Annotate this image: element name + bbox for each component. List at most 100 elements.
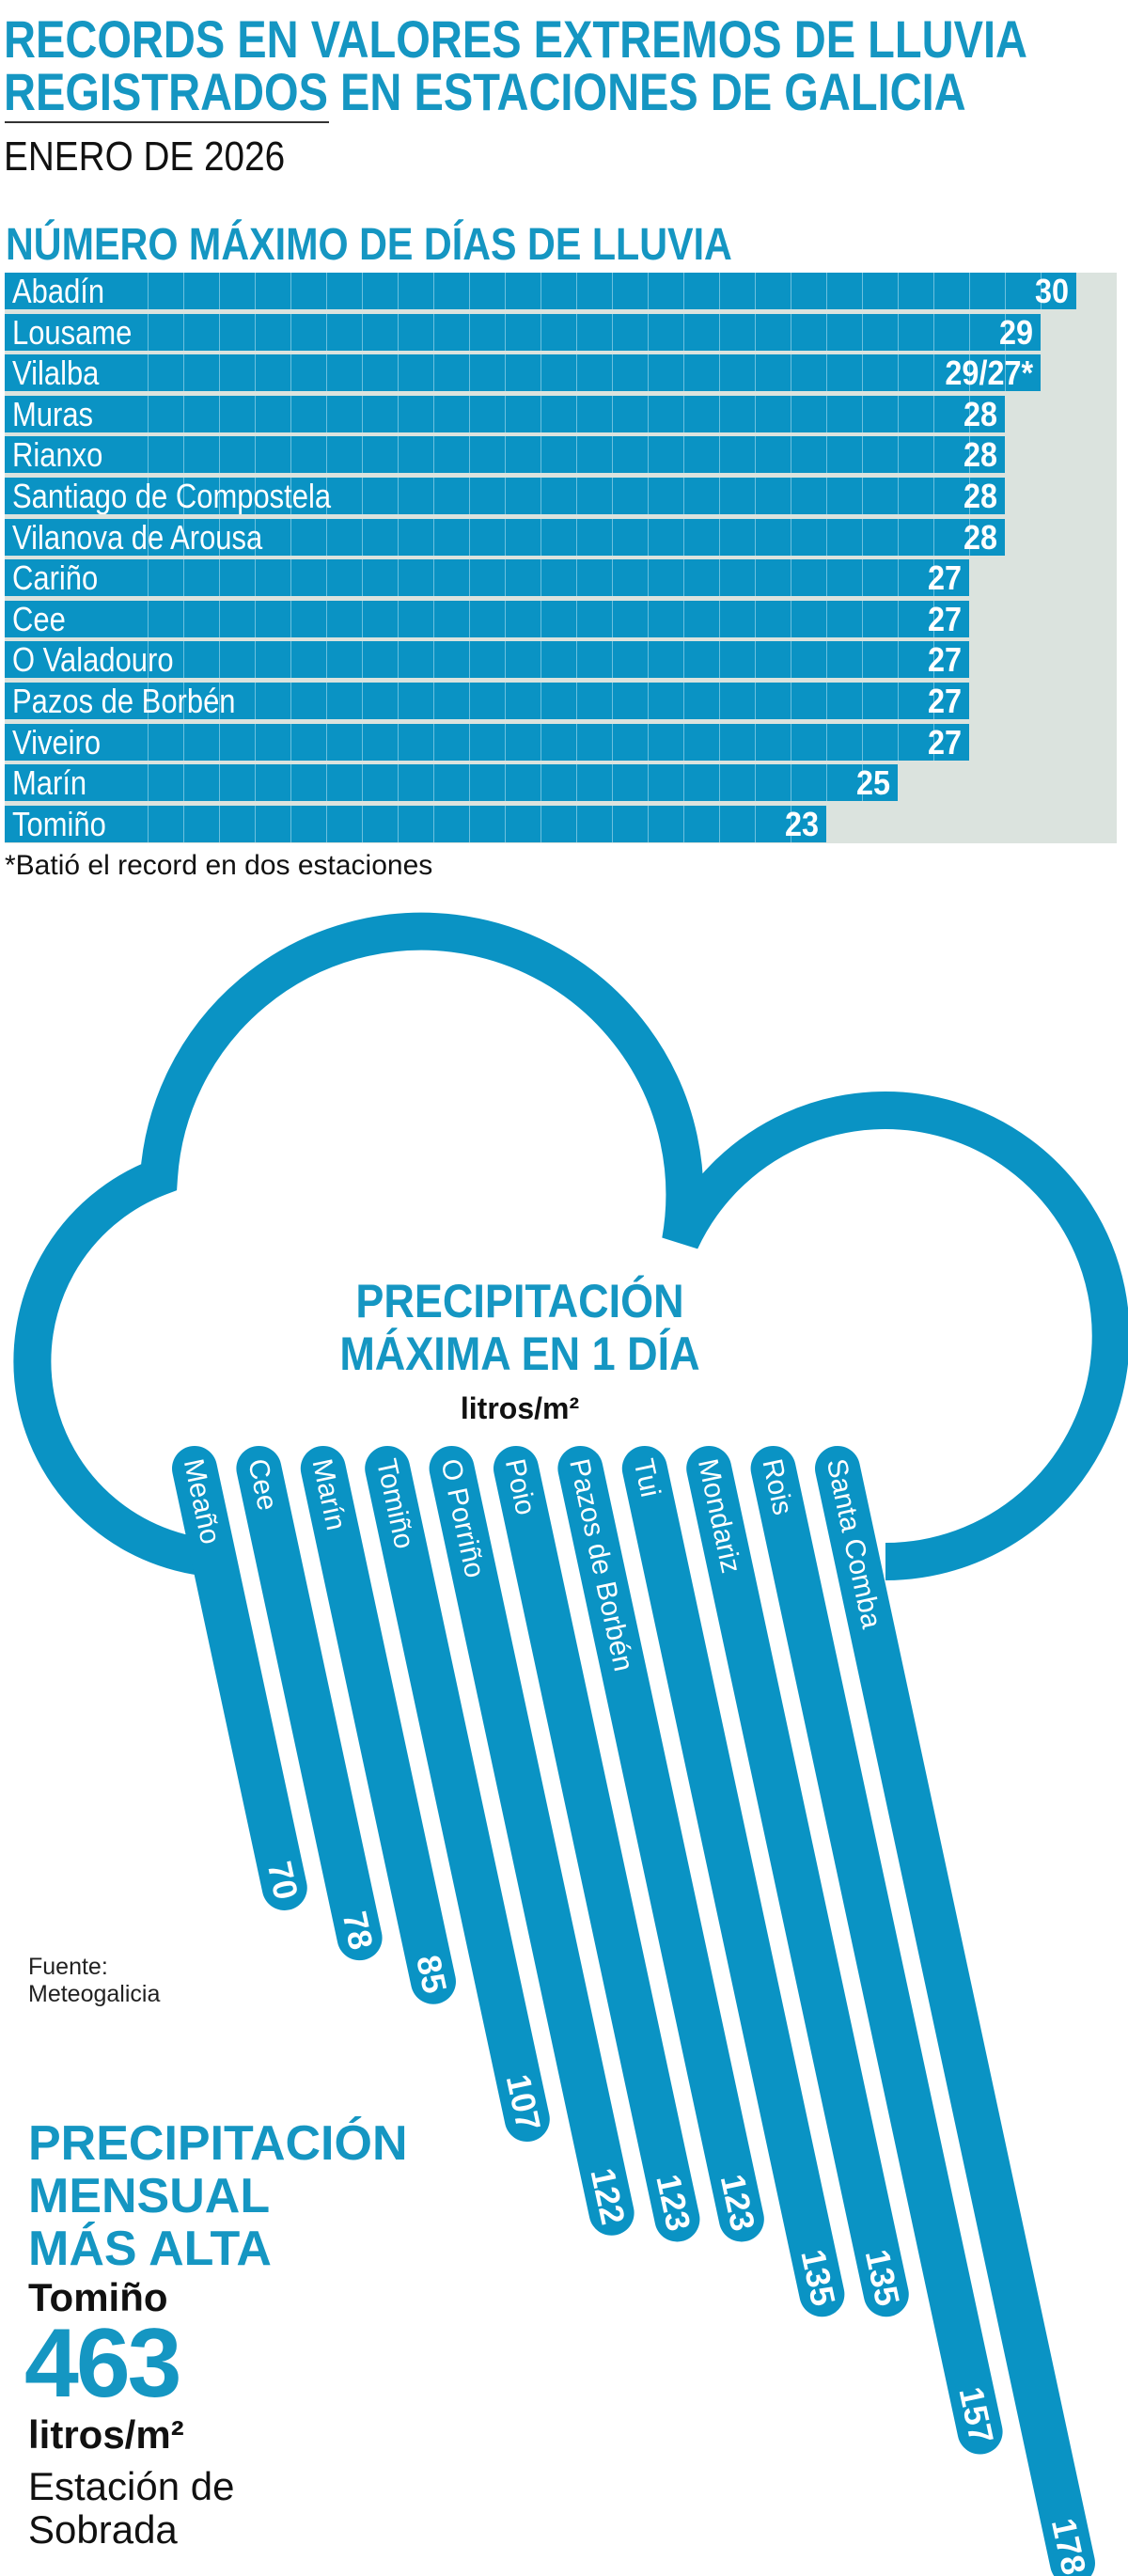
grid-line xyxy=(683,436,684,474)
grid-line xyxy=(648,559,649,597)
grid-line xyxy=(326,683,327,719)
grid-line xyxy=(148,354,149,392)
grid-line xyxy=(219,683,220,719)
grid-line xyxy=(362,805,363,842)
grid-line xyxy=(755,395,756,432)
grid-line xyxy=(969,354,970,392)
cloud-icon xyxy=(13,912,1128,1580)
bar-label: Viveiro xyxy=(12,723,102,761)
grid-line xyxy=(683,600,684,637)
grid-line xyxy=(719,354,720,392)
title-line-1: RECORDS EN VALORES EXTREMOS DE LLUVIA xyxy=(4,9,1027,69)
bar-label: Abadín xyxy=(12,273,105,309)
grid-line xyxy=(648,313,649,351)
grid-line xyxy=(505,395,506,432)
bar-value: 23 xyxy=(784,805,819,842)
grid-line xyxy=(469,395,470,432)
grid-line xyxy=(219,395,220,432)
grid-line xyxy=(719,559,720,597)
grid-line xyxy=(612,805,613,842)
grid-line xyxy=(433,354,434,392)
grid-line xyxy=(326,478,327,514)
rain-bar xyxy=(429,1446,634,2236)
grid-line xyxy=(255,395,256,432)
grid-line xyxy=(290,436,291,474)
grid-line xyxy=(326,395,327,432)
grid-line xyxy=(148,805,149,842)
grid-line xyxy=(612,764,613,802)
grid-line xyxy=(255,600,256,637)
grid-line xyxy=(362,764,363,802)
grid-line xyxy=(433,395,434,432)
grid-line xyxy=(362,395,363,432)
grid-line xyxy=(505,559,506,597)
grid-line xyxy=(540,436,541,474)
grid-line xyxy=(719,600,720,637)
grid-line xyxy=(148,436,149,474)
grid-line xyxy=(255,478,256,514)
grid-line xyxy=(826,600,827,637)
grid-line xyxy=(719,641,720,679)
grid-line xyxy=(1041,273,1042,309)
grid-line xyxy=(862,313,863,351)
grid-line xyxy=(933,313,934,351)
bar-row: Vilalba 29/27* xyxy=(5,354,1041,392)
bar-value: 28 xyxy=(963,478,997,514)
grid-line xyxy=(255,559,256,597)
grid-line xyxy=(326,354,327,392)
grid-line xyxy=(826,723,827,761)
grid-line xyxy=(290,641,291,679)
grid-line xyxy=(683,559,684,597)
grid-line xyxy=(612,478,613,514)
grid-line xyxy=(576,559,577,597)
grid-line xyxy=(969,518,970,556)
grid-line xyxy=(433,600,434,637)
grid-line xyxy=(862,436,863,474)
grid-line xyxy=(683,683,684,719)
bar-label: Pazos de Borbén xyxy=(12,683,236,719)
grid-line xyxy=(148,313,149,351)
grid-line xyxy=(505,436,506,474)
grid-line xyxy=(826,313,827,351)
rain-bar xyxy=(815,1446,1095,2576)
grid-line xyxy=(612,436,613,474)
grid-line xyxy=(255,518,256,556)
grid-line xyxy=(505,354,506,392)
monthly-value: 463 xyxy=(24,2309,182,2418)
grid-line xyxy=(362,273,363,309)
grid-line xyxy=(469,600,470,637)
grid-line xyxy=(576,683,577,719)
grid-line xyxy=(505,764,506,802)
grid-line xyxy=(862,273,863,309)
grid-line xyxy=(469,273,470,309)
bar-value: 27 xyxy=(927,600,962,637)
grid-line xyxy=(862,764,863,802)
grid-line xyxy=(255,273,256,309)
bar-label: Cee xyxy=(12,600,66,637)
grid-line xyxy=(862,641,863,679)
grid-line xyxy=(719,723,720,761)
grid-line xyxy=(648,600,649,637)
grid-line xyxy=(540,764,541,802)
grid-line xyxy=(648,273,649,309)
bar-label: Muras xyxy=(12,395,94,432)
bar-label: Lousame xyxy=(12,313,133,351)
grid-line xyxy=(326,805,327,842)
bar-value: 28 xyxy=(963,518,997,556)
grid-line xyxy=(683,478,684,514)
bar-value: 29 xyxy=(998,313,1033,351)
grid-line xyxy=(148,559,149,597)
grid-line xyxy=(183,436,184,474)
grid-line xyxy=(719,518,720,556)
grid-line xyxy=(648,395,649,432)
grid-line xyxy=(219,559,220,597)
grid-line xyxy=(898,436,899,474)
grid-line xyxy=(398,518,399,556)
grid-line xyxy=(183,518,184,556)
grid-line xyxy=(219,764,220,802)
monthly-unit: litros/m² xyxy=(28,2412,184,2457)
grid-line xyxy=(755,600,756,637)
grid-line xyxy=(255,764,256,802)
grid-line xyxy=(219,600,220,637)
